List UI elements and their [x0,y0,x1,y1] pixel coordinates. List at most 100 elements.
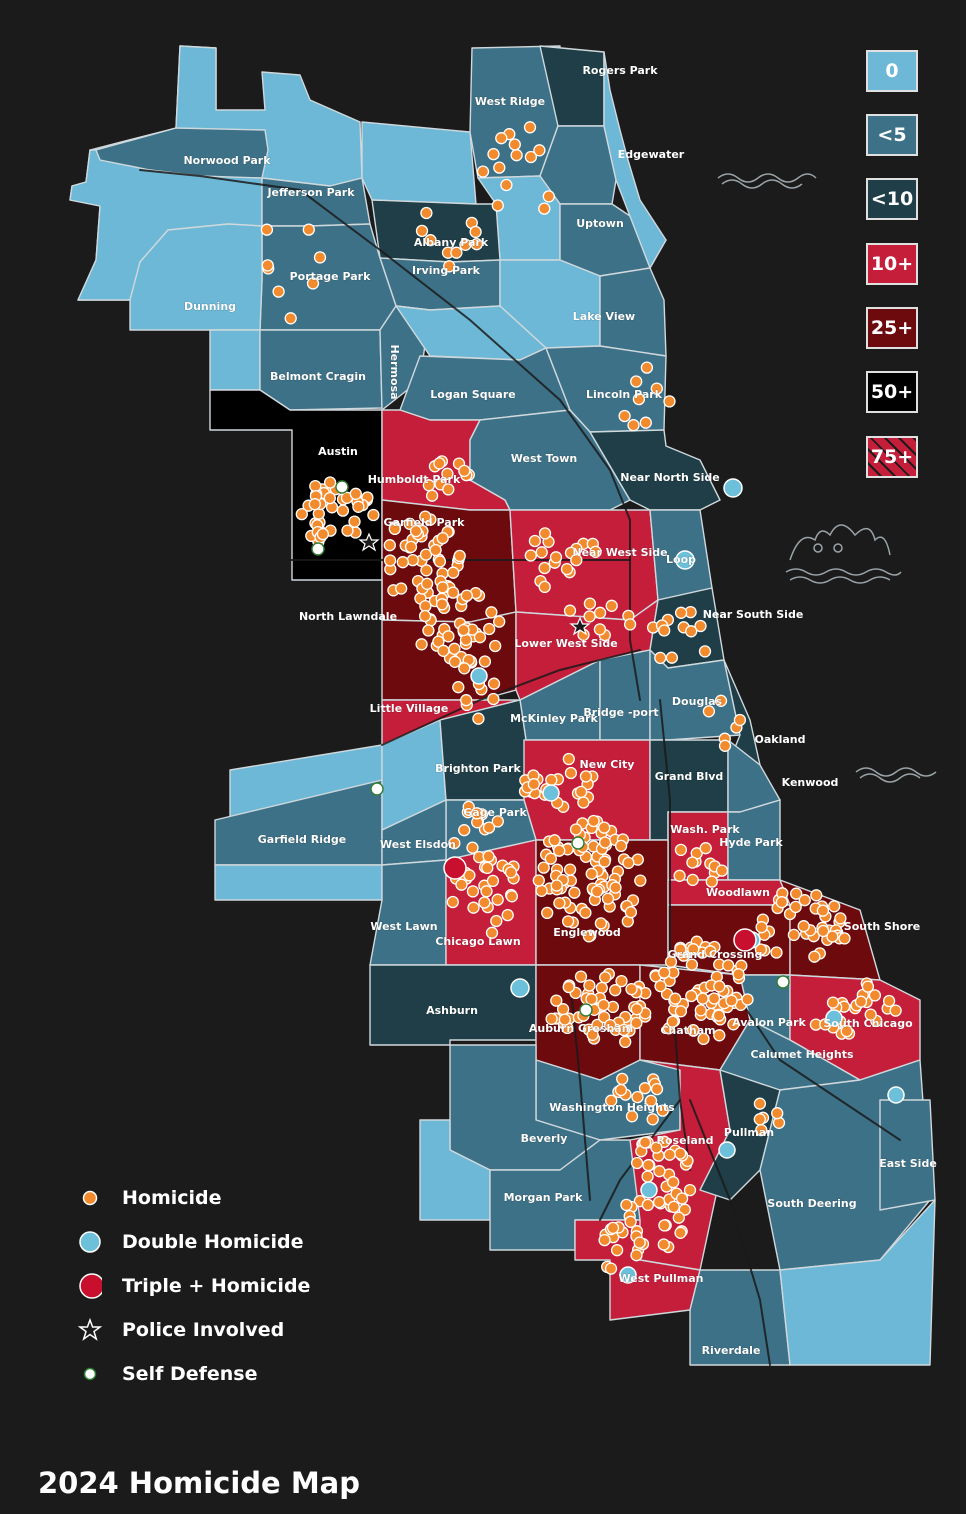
homicide-marker [713,980,726,993]
homicide-marker [341,524,354,537]
homicide-marker [713,1029,726,1042]
homicide-marker [553,896,566,910]
homicide-marker [435,598,449,611]
homicide-marker [491,815,504,828]
label-morgan-park: Morgan Park [504,1191,584,1204]
region-west-lawn [369,859,447,966]
homicide-marker [666,1015,679,1028]
homicide-marker [467,901,480,914]
homicide-marker [606,1221,620,1235]
legend-label: Self Defense [122,1363,258,1385]
homicide-marker [594,917,608,930]
homicide-marker [630,375,643,388]
homicide-marker [473,631,487,644]
homicide-marker [485,926,499,939]
label-west-town: West Town [511,452,577,465]
homicide-marker [698,645,712,658]
homicide-marker [674,843,688,857]
label-belmont-cragin: Belmont Cragin [270,370,366,383]
homicide-marker [563,604,577,617]
homicide-marker [442,630,455,643]
homicide-marker [459,238,472,251]
homicide-marker [433,457,446,470]
self-defense-marker [776,975,790,989]
legend-item-police-involved: Police Involved [78,1308,310,1352]
homicide-marker [504,866,518,879]
homicide-marker [589,545,602,558]
homicide-marker [441,467,454,480]
scale-label: <5 [877,124,907,146]
homicide-marker [542,190,555,203]
homicide-marker [495,132,508,145]
homicide-marker [487,677,501,690]
label-ashburn: Ashburn [426,1004,478,1017]
homicide-marker [609,881,622,894]
homicide-marker [854,995,868,1008]
lake-waves-decoration [717,173,937,783]
homicide-marker [630,1003,643,1016]
homicide-marker [308,498,321,511]
homicide-marker [404,540,418,554]
homicide-marker [650,1082,664,1096]
scale-box-lt5: <5 [866,114,918,156]
label-logan-square: Logan Square [430,388,515,401]
label-east-side: East Side [879,1157,937,1170]
homicide-marker [481,861,494,875]
homicide-marker [424,234,437,247]
label-mckinley-park: McKinley Park [510,712,598,725]
homicide-marker [868,989,882,1002]
homicide-marker [545,1012,558,1026]
homicide-marker [667,1176,680,1189]
scale-box-lt10: <10 [866,178,918,220]
homicide-marker [422,624,435,637]
homicide-marker [524,549,537,562]
double-homicide-marker [640,1181,658,1199]
homicide-marker [631,1090,644,1104]
homicide-marker [599,971,612,984]
homicide-marker [593,606,607,619]
homicide-marker [383,554,397,567]
label-chatham: Chatham [660,1024,715,1037]
orange-dot-icon [78,1186,102,1210]
homicide-marker [457,623,470,637]
homicide-marker [753,1113,766,1126]
homicide-marker [630,1249,643,1262]
homicide-marker [562,752,575,766]
region-dunning [129,223,263,331]
homicide-marker [550,994,563,1007]
homicide-marker [272,285,285,298]
label-oakland: Oakland [755,733,806,746]
scale-label: 10+ [870,253,914,275]
homicide-marker [432,635,445,648]
star-icon [78,1318,102,1342]
homicide-marker [630,1016,643,1030]
homicide-marker [861,980,875,993]
homicide-marker [538,527,552,540]
homicide-marker [840,1024,853,1038]
legend-label: Double Homicide [122,1231,304,1253]
homicide-marker [598,855,611,868]
homicide-marker [538,580,551,594]
homicide-marker [583,597,597,610]
scale-label: <10 [870,188,914,210]
label-riverdale: Riverdale [702,1344,761,1357]
homicide-marker [640,361,654,374]
white-dot-icon [78,1362,102,1386]
double-homicide-marker [675,550,695,570]
homicide-marker [541,906,554,920]
homicide-marker [560,562,574,576]
homicide-marker [686,856,699,869]
homicide-marker [583,979,596,992]
region-logan-square [399,347,571,421]
homicide-marker [817,924,830,938]
homicide-marker [641,1170,654,1183]
homicide-marker [295,507,308,521]
label-lake-view: Lake View [573,310,635,323]
label-humboldt-park: Humboldt Park [368,473,461,486]
homicide-marker [646,1113,659,1126]
label-west-pullman: West Pullman [619,1272,704,1285]
homicide-marker [501,908,514,922]
homicide-marker [722,959,735,972]
homicide-marker [641,1198,655,1212]
label-roseland: Roseland [657,1134,714,1147]
